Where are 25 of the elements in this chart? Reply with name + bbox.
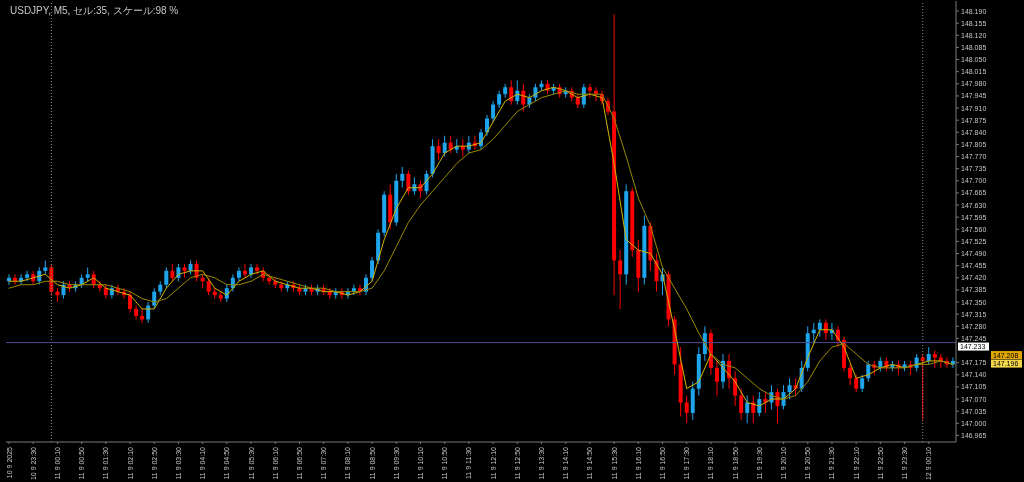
candlestick bbox=[581, 83, 586, 109]
candlestick bbox=[509, 79, 514, 106]
candlestick bbox=[152, 287, 157, 310]
candlestick bbox=[733, 370, 738, 407]
candlestick bbox=[745, 395, 750, 424]
candlestick bbox=[757, 391, 762, 417]
candlestick bbox=[521, 83, 526, 113]
candlestick bbox=[739, 388, 744, 421]
candlestick bbox=[618, 249, 623, 310]
candlestick bbox=[787, 377, 792, 400]
candlestick bbox=[436, 138, 441, 161]
candlestick bbox=[485, 114, 490, 137]
candlestick bbox=[164, 266, 169, 289]
candlestick bbox=[236, 266, 241, 282]
candlestick bbox=[491, 100, 496, 123]
candlestick bbox=[714, 360, 719, 397]
candlestick bbox=[400, 166, 405, 189]
candlestick bbox=[684, 395, 689, 424]
candlestick bbox=[370, 256, 375, 282]
candlestick bbox=[128, 291, 133, 313]
chart-title: USDJPY, M5, セル:35, スケール:98 % bbox=[10, 4, 179, 18]
candlestick bbox=[848, 363, 853, 386]
candlestick bbox=[255, 263, 260, 275]
candlestick bbox=[587, 83, 592, 99]
candlestick bbox=[920, 353, 925, 421]
